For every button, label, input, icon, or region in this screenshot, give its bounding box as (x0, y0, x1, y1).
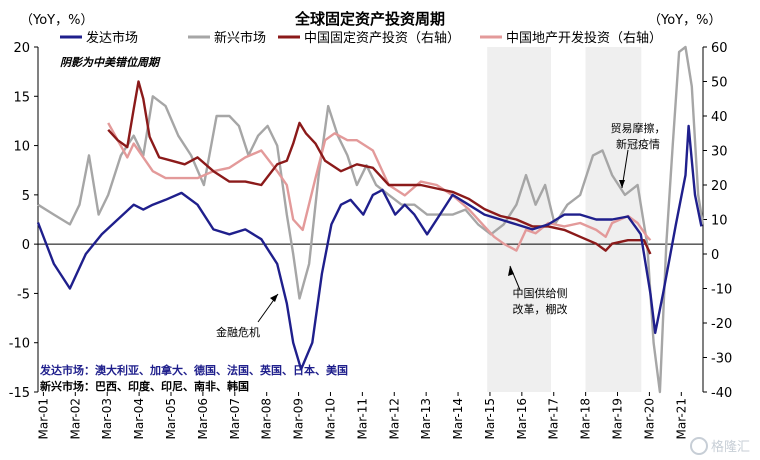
x-tick-label: Mar-17 (547, 398, 561, 439)
x-tick-label: Mar-16 (515, 398, 529, 439)
annotation-line: 中国供给侧 (513, 286, 568, 300)
x-tick-label: Mar-18 (579, 398, 593, 439)
series-line-3 (107, 80, 652, 255)
footnote-developed: 发达市场：澳大利亚、加拿大、德国、法国、英国、日本、美国 (39, 363, 348, 377)
annotation-line: 改革，棚改 (513, 302, 568, 316)
legend-label: 中国地产开发投资（右轴） (506, 30, 662, 46)
right-tick-label: -20 (711, 317, 732, 332)
x-tick-label: Mar-12 (387, 398, 401, 439)
right-tick-label: -40 (711, 386, 732, 401)
right-tick-label: 0 (711, 248, 719, 263)
x-tick-label: Mar-01 (36, 398, 50, 439)
series-line-1 (36, 124, 703, 371)
left-tick-label: -5 (17, 287, 30, 302)
x-tick-label: Mar-02 (68, 398, 82, 439)
right-tick-label: 30 (711, 145, 728, 160)
left-tick-label: 15 (13, 90, 30, 105)
trade-war-label: 贸易摩擦， 新冠疫情 (611, 121, 666, 151)
right-tick-label: 20 (711, 179, 728, 194)
left-tick-label: 0 (22, 238, 30, 253)
right-tick-label: 50 (711, 76, 728, 91)
annotation-finance-crisis: 金融危机 (216, 293, 279, 339)
supply-reform-label: 中国供给侧改革，棚改 (513, 286, 568, 316)
legend-label: 新兴市场 (214, 30, 266, 46)
x-tick-label: Mar-14 (451, 398, 465, 439)
legend-label: 中国固定资产投资（右轴） (304, 30, 460, 46)
x-tick-label: Mar-06 (196, 398, 210, 439)
series-line-2 (37, 45, 705, 394)
right-tick-label: 40 (711, 110, 728, 125)
chart-title: 全球固定资产投资周期 (294, 10, 445, 28)
x-tick-label: Mar-07 (228, 398, 242, 439)
series-lines (36, 45, 705, 394)
right-axis-unit: （YoY，%） (648, 13, 721, 28)
left-tick-label: -10 (9, 337, 30, 352)
x-tick-label: Mar-19 (611, 398, 625, 439)
annotation-supply-reform: 中国供给侧改革，棚改 (508, 265, 568, 316)
x-tick-label: Mar-21 (674, 398, 688, 439)
right-tick-label: -10 (711, 283, 732, 298)
right-tick-label: -30 (711, 352, 732, 367)
watermark: 格隆汇 (690, 437, 750, 455)
left-tick-label: 20 (13, 41, 30, 56)
left-tick-label: 10 (13, 140, 30, 155)
x-tick-label: Mar-03 (100, 398, 114, 439)
annotation-line: 贸易摩擦， (611, 121, 666, 135)
x-tick-label: Mar-15 (483, 398, 497, 439)
footnote-emerging: 新兴市场：巴西、印度、印尼、南非、韩国 (40, 379, 249, 393)
left-axis-unit: （YoY，%） (20, 13, 93, 28)
left-tick-label: 5 (22, 189, 30, 204)
x-tick-label: Mar-13 (419, 398, 433, 439)
left-tick-label: -15 (9, 386, 30, 401)
series-line-4 (107, 122, 652, 252)
finance-crisis-label: 金融危机 (216, 325, 260, 339)
axes: 20151050-5-10-156050403020100-10-20-30-4… (9, 41, 732, 439)
watermark-text: 格隆汇 (711, 439, 750, 455)
legend: 发达市场 新兴市场 中国固定资产投资（右轴） 中国地产开发投资（右轴） (60, 30, 662, 46)
legend-label: 发达市场 (86, 30, 138, 46)
annotation-trade-war: 贸易摩擦， 新冠疫情 (611, 121, 666, 189)
x-tick-label: Mar-09 (292, 398, 306, 439)
annotation-line: 新冠疫情 (616, 137, 660, 151)
x-tick-label: Mar-08 (260, 398, 274, 439)
x-tick-label: Mar-20 (642, 398, 656, 439)
x-tick-label: Mar-05 (164, 398, 178, 439)
right-tick-label: 60 (711, 41, 728, 56)
shading-note: 阴影为中美错位周期 (60, 56, 161, 69)
x-tick-label: Mar-11 (355, 398, 369, 439)
x-tick-label: Mar-10 (323, 398, 337, 439)
x-tick-label: Mar-04 (132, 398, 146, 439)
right-tick-label: 10 (711, 214, 728, 229)
